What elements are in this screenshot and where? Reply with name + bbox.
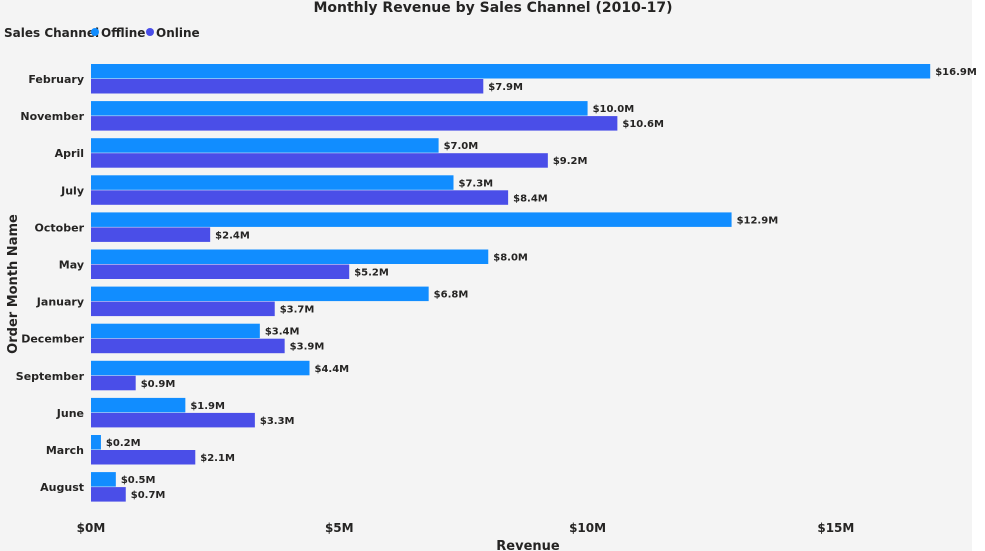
bar-offline-september[interactable] [91, 360, 310, 376]
data-label-offline-may: $8.0M [493, 253, 528, 264]
bar-offline-january[interactable] [91, 286, 429, 302]
chart-title: Monthly Revenue by Sales Channel (2010-1… [313, 0, 672, 16]
x-axis-ticks: $0M $5M $10M $15M [77, 521, 855, 535]
data-label-online-april: $9.2M [553, 156, 588, 167]
category-label-january: January [36, 296, 84, 309]
bar-online-april[interactable] [91, 153, 548, 168]
data-label-online-december: $3.9M [290, 342, 325, 353]
bars [91, 64, 931, 502]
data-label-offline-december: $3.4M [265, 327, 300, 338]
data-label-offline-april: $7.0M [444, 141, 479, 152]
x-axis-title: Revenue [496, 539, 560, 551]
data-label-online-november: $10.6M [622, 119, 664, 130]
bar-offline-december[interactable] [91, 323, 260, 339]
data-label-online-july: $8.4M [513, 193, 548, 204]
data-label-online-march: $2.1M [200, 453, 235, 464]
bar-offline-june[interactable] [91, 397, 186, 413]
x-tick-label--10m: $10M [569, 521, 606, 535]
bar-online-november[interactable] [91, 116, 618, 131]
category-label-may: May [59, 259, 84, 272]
data-label-online-september: $0.9M [141, 379, 176, 390]
bar-online-august[interactable] [91, 487, 126, 502]
legend: Sales Channel Offline Online [4, 26, 200, 40]
bar-online-march[interactable] [91, 450, 196, 465]
bar-offline-march[interactable] [91, 435, 101, 450]
category-axis-labels: February November April July October May Janua… [16, 73, 85, 494]
data-label-online-january: $3.7M [280, 305, 315, 316]
legend-swatch-online[interactable] [146, 28, 154, 36]
data-label-offline-november: $10.0M [593, 104, 635, 115]
category-label-june: June [56, 407, 84, 420]
legend-title: Sales Channel [4, 26, 99, 40]
data-label-online-may: $5.2M [354, 268, 389, 279]
bar-online-july[interactable] [91, 190, 509, 205]
category-label-august: August [40, 481, 84, 494]
bar-online-january[interactable] [91, 301, 275, 317]
data-label-offline-march: $0.2M [106, 438, 141, 449]
category-label-march: March [46, 444, 84, 457]
data-label-offline-october: $12.9M [737, 215, 779, 226]
bar-offline-november[interactable] [91, 101, 588, 116]
category-label-september: September [16, 370, 85, 383]
bar-offline-october[interactable] [91, 212, 732, 227]
bar-offline-august[interactable] [91, 472, 116, 487]
bar-offline-july[interactable] [91, 175, 454, 190]
data-label-offline-july: $7.3M [458, 178, 493, 189]
data-label-offline-june: $1.9M [190, 401, 225, 412]
legend-swatch-offline[interactable] [91, 28, 99, 36]
bar-online-february[interactable] [91, 79, 484, 94]
category-label-november: November [20, 110, 84, 123]
data-label-offline-september: $4.4M [314, 364, 349, 375]
x-tick-label--0m: $0M [77, 521, 106, 535]
data-label-offline-january: $6.8M [434, 290, 469, 301]
category-label-july: July [60, 184, 84, 197]
data-label-online-october: $2.4M [215, 230, 250, 241]
legend-label-online[interactable]: Online [156, 26, 200, 40]
bar-online-june[interactable] [91, 412, 255, 428]
y-axis-title: Order Month Name [6, 214, 21, 354]
x-tick-label--15m: $15M [817, 521, 854, 535]
bar-online-october[interactable] [91, 227, 211, 242]
category-label-october: October [35, 221, 85, 234]
category-label-april: April [55, 147, 84, 160]
bar-online-september[interactable] [91, 375, 136, 391]
data-label-online-june: $3.3M [260, 416, 295, 427]
x-tick-label--5m: $5M [325, 521, 354, 535]
data-label-online-february: $7.9M [488, 82, 523, 93]
data-labels: $16.9M $7.9M $10.0M $10.6M $7.0M $9.2M $7.3M $8… [106, 67, 977, 501]
right-edge-strip [972, 0, 985, 551]
category-label-december: December [21, 333, 84, 346]
bar-online-december[interactable] [91, 338, 285, 354]
data-label-online-august: $0.7M [131, 490, 166, 501]
data-label-offline-august: $0.5M [121, 475, 156, 486]
bar-offline-may[interactable] [91, 249, 489, 265]
data-label-offline-february: $16.9M [935, 67, 977, 78]
bar-online-may[interactable] [91, 264, 350, 280]
category-label-february: February [28, 73, 84, 86]
bar-offline-february[interactable] [91, 64, 931, 79]
bar-offline-april[interactable] [91, 138, 439, 153]
legend-label-offline[interactable]: Offline [101, 26, 145, 40]
